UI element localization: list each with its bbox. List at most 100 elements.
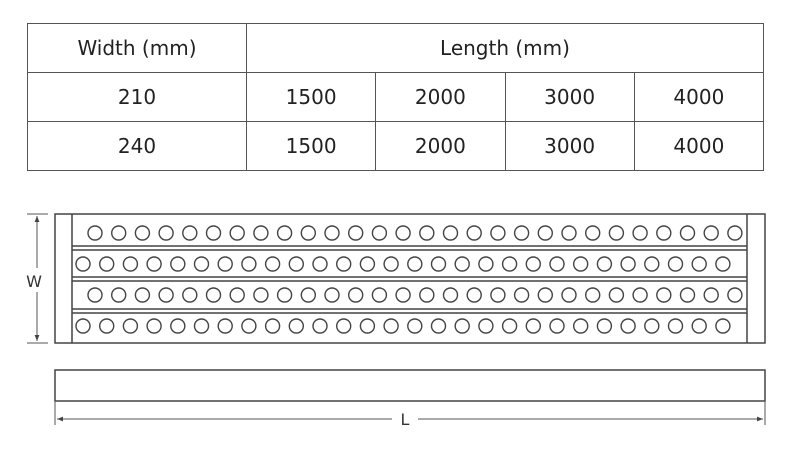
led-icon <box>537 287 553 303</box>
led-icon <box>585 225 601 241</box>
led-icon <box>549 256 565 272</box>
led-icon <box>371 225 388 241</box>
led-icon <box>359 256 376 272</box>
led-icon <box>288 256 304 272</box>
led-icon <box>158 287 174 303</box>
led-icon <box>454 256 470 272</box>
led-icon <box>430 318 447 334</box>
led-icon <box>134 287 151 303</box>
led-icon <box>253 225 269 241</box>
header-length: Length (mm) <box>246 23 764 73</box>
length-label: L <box>401 410 410 429</box>
led-icon <box>573 318 589 334</box>
width-label: W <box>26 272 42 291</box>
led-icon <box>264 256 281 272</box>
led-icon <box>727 287 743 303</box>
led-icon <box>644 318 660 334</box>
led-icon <box>715 256 731 272</box>
led-icon <box>454 318 470 334</box>
led-icon <box>229 225 245 241</box>
led-icon <box>537 225 553 241</box>
led-icon <box>348 287 364 303</box>
led-icon <box>596 318 613 334</box>
led-icon <box>525 318 541 334</box>
led-icon <box>134 225 151 241</box>
led-icon <box>300 287 316 303</box>
led-icon <box>727 225 743 241</box>
width-dimension <box>27 213 48 344</box>
cell-length: 3000 <box>504 121 635 171</box>
led-icon <box>158 225 174 241</box>
table-header-row: Width (mm) Length (mm) <box>27 23 764 73</box>
led-icon <box>182 287 198 303</box>
led-icon <box>264 318 281 334</box>
led-icon <box>336 318 352 334</box>
led-icon <box>513 287 530 303</box>
led-icon <box>182 225 198 241</box>
side-profile <box>54 369 766 402</box>
led-icon <box>561 225 577 241</box>
led-icon <box>525 256 541 272</box>
led-icon <box>608 287 625 303</box>
dimension-table: Width (mm) Length (mm) 210 1500 2000 300… <box>27 23 765 171</box>
led-icon <box>442 225 459 241</box>
led-icon <box>585 287 601 303</box>
led-icon <box>193 318 210 334</box>
cell-width: 210 <box>27 72 247 122</box>
led-icon <box>288 318 304 334</box>
led-icon <box>679 225 696 241</box>
led-icon <box>620 318 636 334</box>
led-icon <box>608 225 625 241</box>
header-width: Width (mm) <box>27 23 247 73</box>
led-icon <box>98 318 115 334</box>
led-icon <box>205 225 222 241</box>
led-icon <box>703 287 719 303</box>
side-view <box>54 369 766 402</box>
led-icon <box>359 318 376 334</box>
led-icon <box>703 225 719 241</box>
led-icon <box>501 256 518 272</box>
led-icon <box>691 256 707 272</box>
led-icon <box>395 287 411 303</box>
led-icon <box>336 256 352 272</box>
top-view <box>54 213 766 344</box>
led-icon <box>466 287 482 303</box>
led-icon <box>596 256 613 272</box>
led-icon <box>146 318 162 334</box>
led-icon <box>170 318 186 334</box>
led-icon <box>478 256 494 272</box>
led-icon <box>419 287 435 303</box>
led-icon <box>217 318 233 334</box>
led-icon <box>253 287 269 303</box>
led-icon <box>501 318 518 334</box>
led-icon <box>110 287 127 303</box>
led-icon <box>667 318 684 334</box>
cell-length: 2000 <box>375 121 506 171</box>
led-icon <box>632 225 648 241</box>
led-icon <box>383 256 399 272</box>
outer-frame <box>54 213 766 344</box>
led-icon <box>371 287 388 303</box>
led-icon <box>679 287 696 303</box>
led-icon <box>430 256 447 272</box>
led-icon <box>490 225 506 241</box>
led-icon <box>312 256 328 272</box>
cell-length: 4000 <box>633 121 765 171</box>
led-icon <box>217 256 233 272</box>
led-icon <box>442 287 459 303</box>
led-icon <box>229 287 245 303</box>
led-icon <box>644 256 660 272</box>
table-row: 240 1500 2000 3000 4000 <box>27 121 765 171</box>
led-icon <box>348 225 364 241</box>
led-icon <box>312 318 328 334</box>
led-icon <box>300 225 316 241</box>
cell-length: 1500 <box>245 121 377 171</box>
led-icon <box>324 287 340 303</box>
led-icon <box>110 225 127 241</box>
led-icon <box>146 256 162 272</box>
led-icon <box>632 287 648 303</box>
led-icon <box>122 318 139 334</box>
led-icon <box>87 225 103 241</box>
led-icon <box>620 256 636 272</box>
length-dimension <box>54 401 766 425</box>
